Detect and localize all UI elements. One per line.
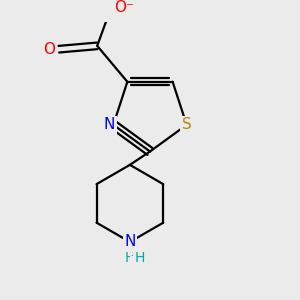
Text: O: O bbox=[43, 42, 55, 57]
Text: N: N bbox=[124, 234, 136, 249]
Text: ⁺: ⁺ bbox=[130, 253, 136, 263]
Text: H: H bbox=[125, 251, 135, 265]
Text: O⁻: O⁻ bbox=[114, 1, 134, 16]
Text: H: H bbox=[135, 251, 145, 265]
Text: S: S bbox=[182, 117, 191, 132]
Text: N: N bbox=[103, 117, 115, 132]
